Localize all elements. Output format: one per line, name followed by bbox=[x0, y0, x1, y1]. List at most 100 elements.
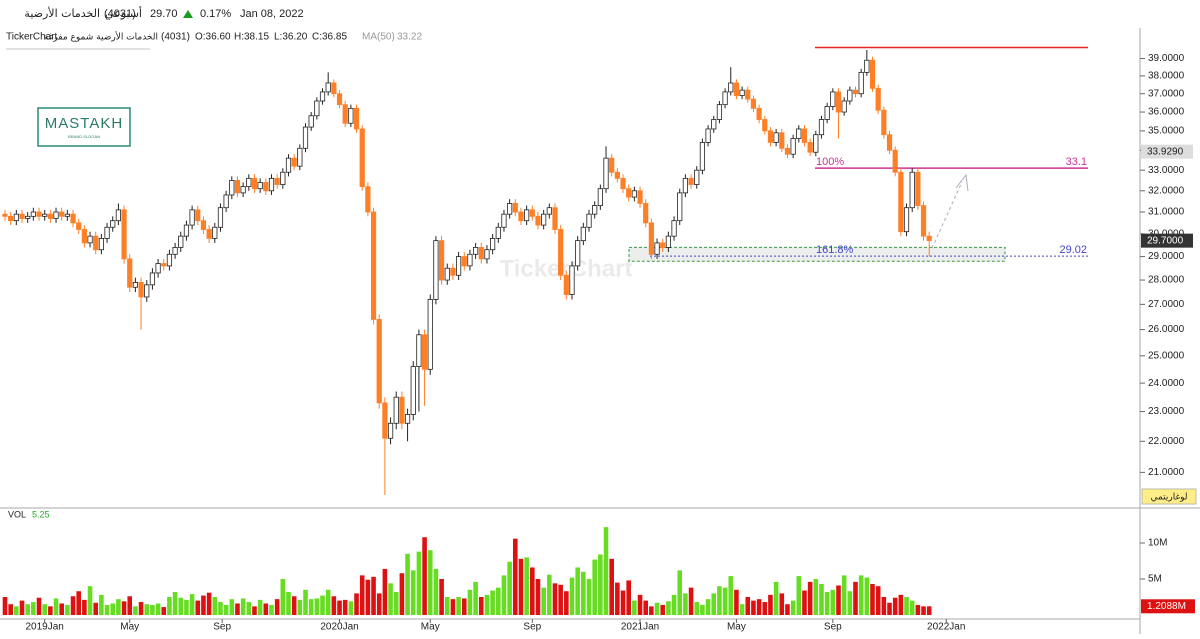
volume-bar bbox=[76, 591, 82, 615]
volume-bar bbox=[320, 595, 325, 615]
candle-body bbox=[609, 157, 615, 173]
candle-body bbox=[353, 107, 360, 130]
volume-bar bbox=[93, 602, 99, 615]
candle-body bbox=[25, 215, 31, 219]
candle-body bbox=[387, 422, 394, 439]
candle-body bbox=[246, 177, 252, 188]
volume-bar bbox=[694, 602, 700, 615]
volume-bar bbox=[898, 594, 904, 615]
volume-bar bbox=[688, 587, 694, 615]
volume-bar bbox=[779, 593, 785, 615]
candle-body bbox=[575, 240, 581, 267]
volume-bar bbox=[490, 590, 495, 615]
candle-body bbox=[376, 318, 382, 404]
candle-body bbox=[841, 100, 847, 113]
volume-bar bbox=[461, 598, 467, 615]
log-scale-label: لوغاريتمي bbox=[1150, 493, 1187, 503]
candle-body bbox=[399, 396, 405, 424]
volume-bar bbox=[507, 561, 512, 615]
volume-bar bbox=[518, 558, 524, 615]
candle-body bbox=[637, 190, 643, 204]
candle-body bbox=[189, 209, 195, 226]
candle-body bbox=[529, 209, 535, 217]
candle-body bbox=[790, 138, 796, 155]
volume-bar bbox=[59, 603, 64, 615]
candle-body bbox=[19, 213, 25, 219]
volume-bar bbox=[14, 606, 19, 615]
candle-body bbox=[569, 265, 575, 295]
candle-body bbox=[132, 282, 139, 288]
volume-bar bbox=[711, 593, 717, 615]
volume-bar bbox=[915, 604, 921, 615]
volume-bar bbox=[365, 579, 371, 615]
candle-body bbox=[308, 115, 314, 128]
candle-body bbox=[438, 240, 445, 281]
candle-body bbox=[155, 263, 161, 274]
volume-bar bbox=[31, 602, 36, 615]
candle-body bbox=[660, 242, 666, 248]
change: 0.17% bbox=[200, 8, 231, 20]
volume-bar bbox=[433, 568, 439, 615]
y-tick-label: 29.0000 bbox=[1148, 251, 1185, 262]
y-tick-label: 38.0000 bbox=[1148, 71, 1185, 82]
candle-body bbox=[688, 177, 694, 185]
volume-bar bbox=[547, 574, 552, 615]
candle-body bbox=[342, 104, 348, 124]
candle-body bbox=[597, 188, 603, 206]
volume-bar bbox=[150, 604, 155, 615]
candle-body bbox=[263, 182, 269, 192]
candle-body bbox=[563, 274, 569, 295]
volume-bar bbox=[155, 603, 161, 615]
volume-bar bbox=[291, 596, 297, 615]
candle-body bbox=[869, 59, 876, 89]
candle-body bbox=[257, 182, 263, 190]
volume-bar bbox=[739, 604, 745, 615]
volume-bar bbox=[728, 576, 734, 615]
candle-body bbox=[705, 128, 711, 143]
volume-bar bbox=[575, 567, 580, 615]
x-tick-label: 2022Jan bbox=[927, 622, 965, 633]
volume-bar bbox=[65, 604, 70, 615]
volume-bar bbox=[632, 600, 637, 615]
volume-bar bbox=[206, 592, 212, 615]
candle-body bbox=[490, 237, 496, 251]
volume-bar bbox=[677, 570, 683, 615]
volume-bar bbox=[858, 575, 864, 615]
volume-bar bbox=[133, 606, 138, 615]
volume-value: 5.25 bbox=[32, 509, 50, 519]
candle-body bbox=[801, 128, 808, 143]
y-tick-label: 21.0000 bbox=[1148, 467, 1185, 478]
candle-body bbox=[144, 284, 150, 298]
volume-bar bbox=[564, 591, 569, 615]
volume-bar bbox=[734, 589, 739, 615]
candle-body bbox=[76, 222, 82, 230]
candle-body bbox=[722, 91, 728, 106]
candle-body bbox=[104, 226, 110, 239]
y-tick-label: 37.0000 bbox=[1148, 88, 1185, 99]
arrow-head bbox=[955, 173, 969, 192]
volume-bar bbox=[314, 598, 320, 615]
log-scale-button[interactable] bbox=[1141, 488, 1197, 505]
candle-body bbox=[297, 147, 303, 167]
candle-body bbox=[166, 253, 173, 267]
logo-frame bbox=[37, 107, 131, 147]
support-zone bbox=[628, 246, 1006, 262]
volume-bar bbox=[819, 584, 824, 615]
candle-body bbox=[93, 235, 99, 251]
projection-arrow bbox=[931, 181, 963, 249]
candle-body bbox=[36, 211, 42, 217]
volume-tick-label: 5M bbox=[1148, 574, 1162, 585]
candle-body bbox=[750, 98, 757, 109]
volume-bar bbox=[881, 596, 887, 615]
y-tick-label: 26.0000 bbox=[1148, 324, 1185, 335]
logo-text: MASTAKH bbox=[45, 115, 123, 132]
volume-bar bbox=[121, 601, 127, 615]
candle-body bbox=[427, 299, 433, 370]
candle-body bbox=[728, 82, 734, 93]
volume-bar bbox=[348, 601, 354, 615]
candle-body bbox=[393, 396, 399, 424]
candle-body bbox=[444, 267, 450, 281]
volume-bar bbox=[25, 604, 30, 615]
volume-bar bbox=[796, 576, 802, 615]
candle-body bbox=[223, 194, 229, 209]
